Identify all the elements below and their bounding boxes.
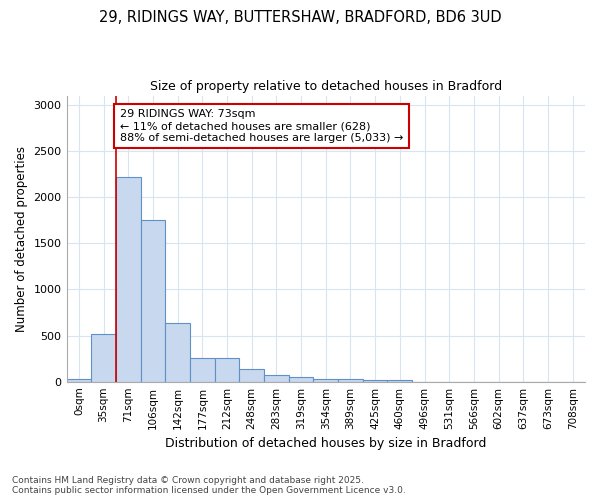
- Bar: [91, 334, 116, 382]
- Bar: [215, 358, 239, 382]
- Bar: [67, 379, 91, 382]
- Bar: [388, 380, 412, 382]
- Y-axis label: Number of detached properties: Number of detached properties: [15, 146, 28, 332]
- X-axis label: Distribution of detached houses by size in Bradford: Distribution of detached houses by size …: [165, 437, 487, 450]
- Bar: [140, 220, 165, 382]
- Bar: [239, 369, 264, 382]
- Title: Size of property relative to detached houses in Bradford: Size of property relative to detached ho…: [150, 80, 502, 93]
- Text: Contains HM Land Registry data © Crown copyright and database right 2025.
Contai: Contains HM Land Registry data © Crown c…: [12, 476, 406, 495]
- Bar: [313, 379, 338, 382]
- Bar: [190, 358, 215, 382]
- Text: 29, RIDINGS WAY, BUTTERSHAW, BRADFORD, BD6 3UD: 29, RIDINGS WAY, BUTTERSHAW, BRADFORD, B…: [98, 10, 502, 25]
- Bar: [264, 375, 289, 382]
- Bar: [289, 376, 313, 382]
- Bar: [116, 177, 140, 382]
- Bar: [338, 380, 363, 382]
- Text: 29 RIDINGS WAY: 73sqm
← 11% of detached houses are smaller (628)
88% of semi-det: 29 RIDINGS WAY: 73sqm ← 11% of detached …: [119, 110, 403, 142]
- Bar: [165, 323, 190, 382]
- Bar: [363, 380, 388, 382]
